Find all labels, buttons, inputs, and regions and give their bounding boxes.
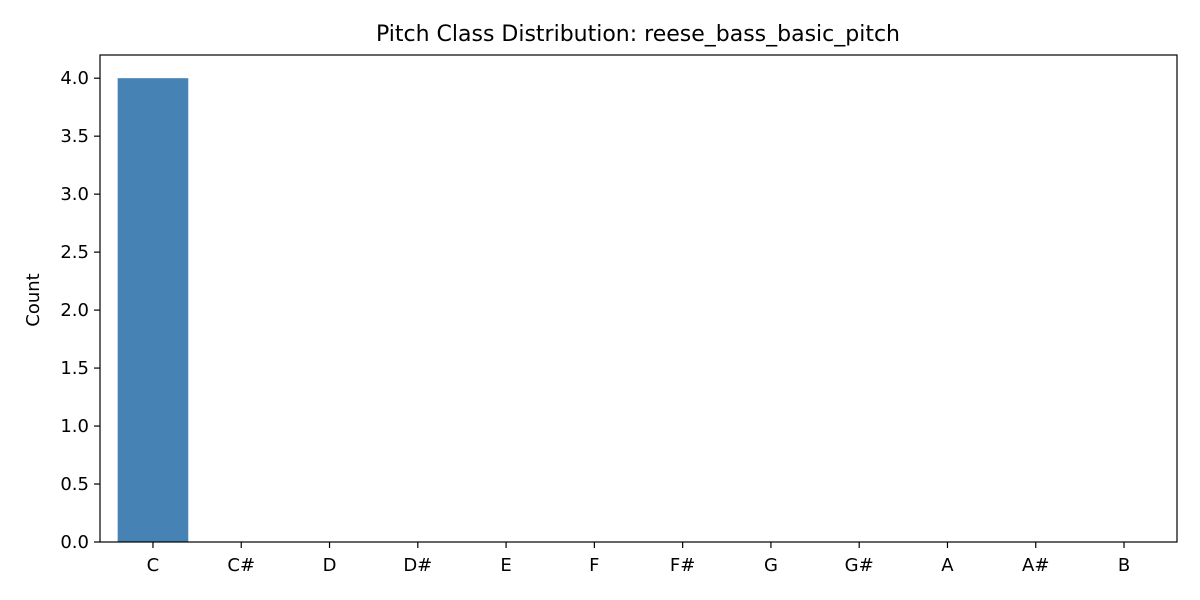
plot-frame — [99, 54, 1178, 543]
x-tick-label: A# — [1022, 555, 1049, 576]
x-tick-label: G# — [845, 555, 874, 576]
y-tick-label: 1.0 — [60, 416, 89, 437]
y-tick-label: 4.0 — [60, 68, 89, 89]
y-axis: 0.0 0.5 1.0 1.5 2.0 2.5 3.0 3.5 4.0 — [60, 68, 100, 553]
y-tick-label: 3.0 — [60, 184, 89, 205]
x-tick-label: B — [1118, 555, 1130, 576]
y-tick-label: 0.0 — [60, 532, 89, 553]
x-tick-label: F — [589, 555, 599, 576]
x-axis: C C# D D# E F F# G G# A A# B — [147, 542, 1130, 576]
x-tick-label: C — [147, 555, 160, 576]
bars-group — [117, 78, 189, 542]
chart-title: Pitch Class Distribution: reese_bass_bas… — [376, 22, 900, 47]
x-tick-label: C# — [227, 555, 255, 576]
x-tick-label: A — [941, 555, 954, 576]
x-tick-label: F# — [670, 555, 695, 576]
x-tick-label: D — [323, 555, 337, 576]
x-tick-label: D# — [403, 555, 432, 576]
y-tick-label: 0.5 — [60, 474, 89, 495]
y-tick-label: 1.5 — [60, 358, 89, 379]
y-tick-label: 2.0 — [60, 300, 89, 321]
y-tick-label: 3.5 — [60, 126, 89, 147]
bar-c — [117, 78, 189, 542]
x-tick-label: E — [500, 555, 511, 576]
y-axis-label: Count — [23, 273, 44, 326]
y-tick-label: 2.5 — [60, 242, 89, 263]
x-tick-label: G — [764, 555, 778, 576]
